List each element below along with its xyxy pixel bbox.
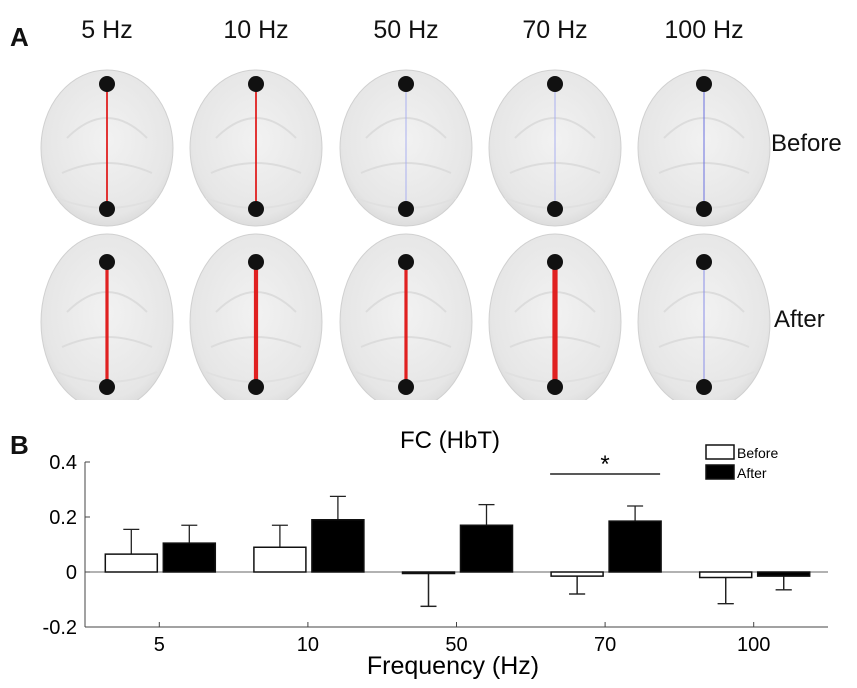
brain-before-3 [339,69,473,227]
frequency-label-2: 10 Hz [223,16,289,44]
electrode-top [696,76,712,92]
brain-connectivity-grid [40,69,771,400]
brain-after-5 [637,233,771,400]
x-tick-label: 50 [445,634,467,656]
bar-after-10 [311,519,365,573]
y-tick-label: 0.2 [49,507,77,529]
bar-after-5 [162,542,217,573]
bar-before-5 [104,553,159,573]
row-label-after: After [774,306,825,333]
frequency-label-3: 50 Hz [373,16,439,44]
legend-swatch-before [705,444,735,460]
electrode-bottom [99,379,115,395]
electrode-bottom [248,201,264,217]
x-tick-label: 5 [154,634,165,656]
bar-before-50 [401,571,456,575]
brain-after-3 [339,233,473,400]
electrode-top [248,254,264,270]
y-tick-label: 0 [66,562,77,584]
electrode-top [547,76,563,92]
bar-after-70 [608,520,662,573]
brain-before-2 [189,69,323,227]
electrode-bottom [547,379,563,395]
frequency-label-4: 70 Hz [522,16,588,44]
electrode-bottom [99,201,115,217]
y-tick-label: 0.4 [49,452,77,474]
brain-after-1 [40,233,174,400]
bar-after-100 [756,571,811,577]
legend: Before After [705,444,778,481]
legend-label-after: After [737,465,767,481]
electrode-top [99,76,115,92]
bar-before-100 [698,571,753,579]
electrode-top [547,254,563,270]
electrode-bottom [696,379,712,395]
y-tick-label: -0.2 [43,617,77,639]
brain-before-4 [488,69,622,227]
x-tick-label: 10 [297,634,319,656]
bar-before-10 [253,546,307,573]
brain-after-4 [488,233,622,400]
bar-before-70 [550,571,604,577]
legend-label-before: Before [737,445,778,461]
brain-before-5 [637,69,771,227]
electrode-top [398,254,414,270]
electrode-bottom [696,201,712,217]
electrode-bottom [547,201,563,217]
frequency-label-1: 5 Hz [81,16,133,44]
x-axis-label: Frequency (Hz) [367,652,539,680]
electrode-bottom [248,379,264,395]
chart-title: FC (HbT) [400,427,500,454]
frequency-label-5: 100 Hz [664,16,744,44]
electrode-top [248,76,264,92]
row-label-before: Before [771,130,842,157]
x-tick-label: 100 [737,634,770,656]
x-tick-label: 70 [594,634,616,656]
electrode-top [696,254,712,270]
brain-before-1 [40,69,174,227]
significance-star: * [600,451,609,478]
brain-after-2 [189,233,323,400]
electrode-top [99,254,115,270]
electrode-bottom [398,201,414,217]
electrode-top [398,76,414,92]
electrode-bottom [398,379,414,395]
bar-after-50 [459,524,514,573]
panel-b-label: B [10,430,29,460]
legend-swatch-after [705,464,735,480]
panel-a-label: A [10,22,29,52]
